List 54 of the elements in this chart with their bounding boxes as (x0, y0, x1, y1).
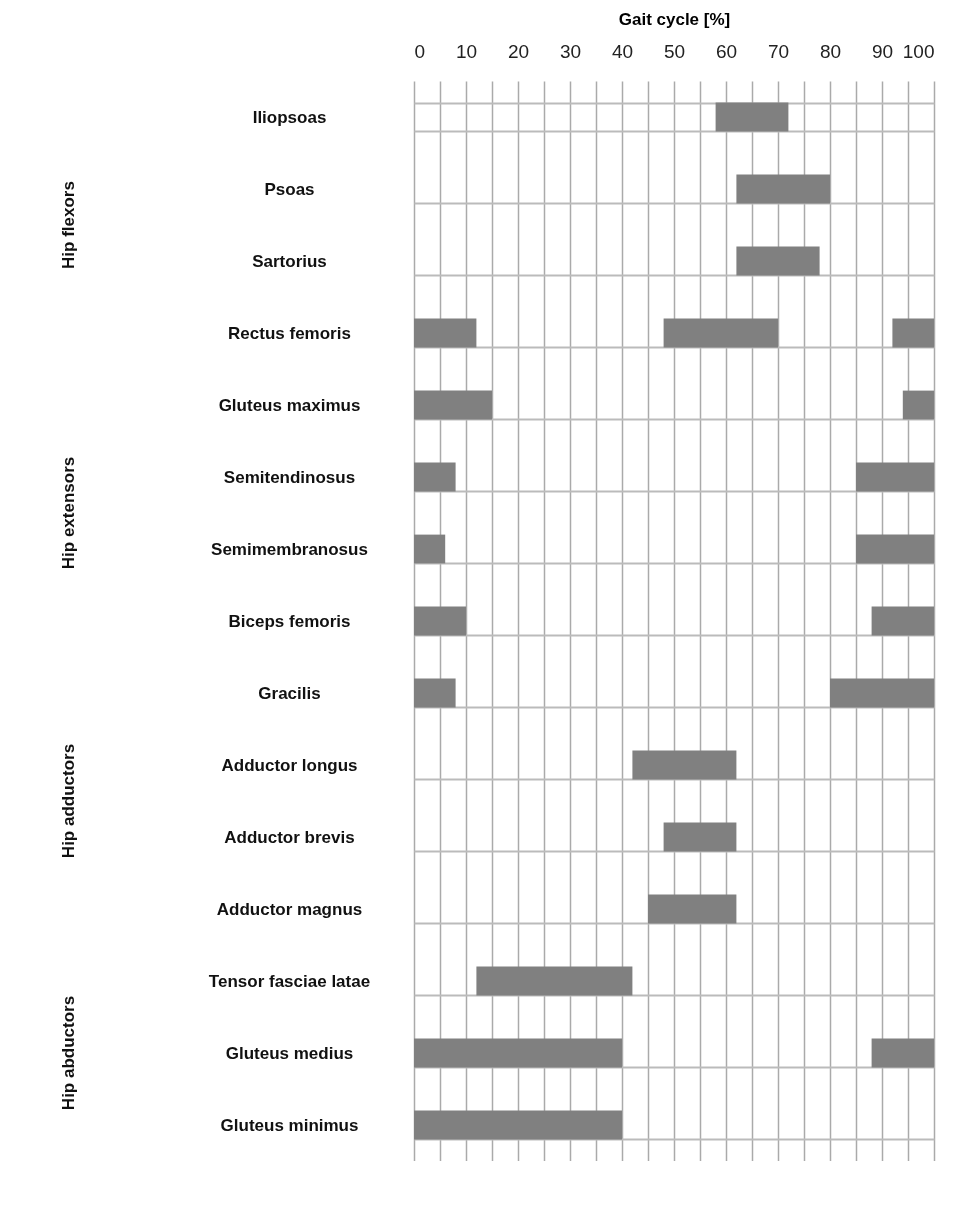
x-tick-label: 40 (611, 40, 634, 62)
bar (736, 174, 830, 204)
y-tick-label: Sartorius (252, 251, 327, 271)
y-tick-label: Adductor longus (221, 755, 358, 775)
x-tick-label: 10 (455, 40, 478, 62)
bar (414, 678, 456, 708)
bar (414, 1038, 622, 1068)
y-tick-label: Adductor brevis (224, 827, 355, 847)
bar (414, 390, 492, 420)
bar (715, 102, 789, 132)
bar (871, 606, 934, 636)
bar (414, 1110, 622, 1140)
y-tick-label: Psoas (264, 179, 315, 199)
bar (892, 318, 934, 348)
y-tick-label: Gluteus medius (225, 1043, 354, 1063)
bar (414, 606, 466, 636)
y-tick-label: Gracilis (258, 683, 321, 703)
x-axis-title: Gait cycle [%] (618, 9, 731, 29)
bar (648, 894, 737, 924)
bar (871, 1038, 934, 1068)
bar (663, 822, 737, 852)
bar (632, 750, 737, 780)
x-tick-label: 90 (871, 40, 894, 62)
x-tick-label: 0 (414, 40, 426, 62)
y-tick-label: Gluteus maximus (218, 395, 361, 415)
y-tick-label: Biceps femoris (228, 611, 351, 631)
bar (414, 318, 477, 348)
text: Hip adductors (59, 743, 78, 859)
y-tick-label: Tensor fasciae latae (208, 971, 371, 991)
y-tick-label: Adductor magnus (216, 899, 363, 919)
bar (414, 534, 446, 564)
x-tick-label: 30 (559, 40, 582, 62)
bar (856, 462, 934, 492)
y-tick-label: Semimembranosus (211, 539, 368, 559)
y-tick-label: Rectus femoris (228, 323, 351, 343)
text: Hip extensors (59, 456, 78, 570)
x-tick-label: 50 (663, 40, 686, 62)
y-tick-label: Semitendinosus (223, 467, 356, 487)
bar (830, 678, 934, 708)
bar (736, 246, 820, 276)
bar (902, 390, 934, 420)
text: Hip abductors (59, 995, 78, 1111)
bar (476, 966, 633, 996)
x-tick-label: 60 (715, 40, 738, 62)
x-tick-label: 100 (902, 40, 935, 62)
y-tick-label: Gluteus minimus (220, 1115, 359, 1135)
bar (856, 534, 934, 564)
bar (663, 318, 778, 348)
x-tick-label: 80 (819, 40, 842, 62)
text: Hip flexors (59, 181, 78, 269)
x-tick-label: 20 (507, 40, 530, 62)
y-tick-label: Iliopsoas (252, 107, 327, 127)
x-tick-label: 70 (767, 40, 790, 62)
bar (414, 462, 456, 492)
